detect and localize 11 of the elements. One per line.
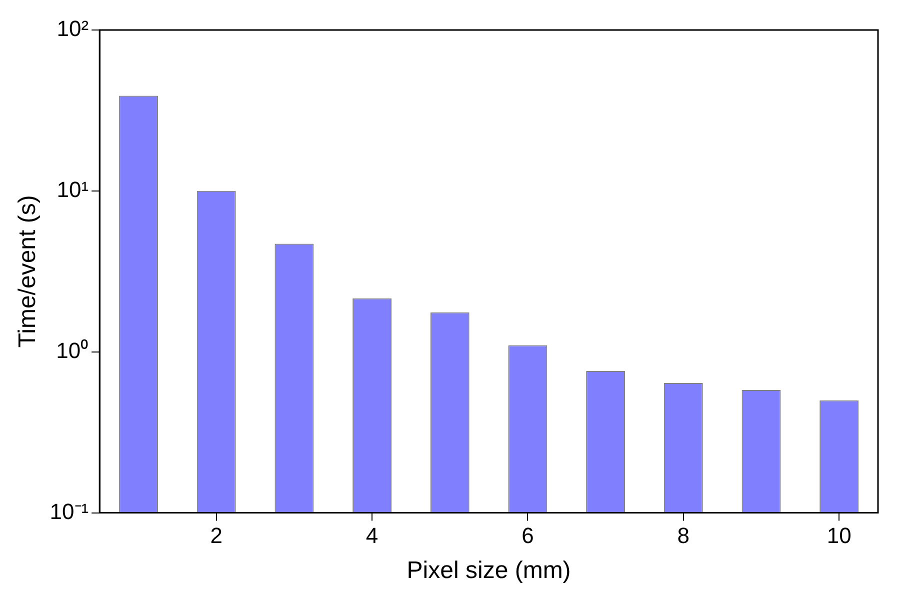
x-tick-label: 4 (366, 523, 378, 548)
x-tick-label: 10 (826, 523, 852, 548)
y-tick-label: 10⁰ (56, 338, 89, 363)
x-axis-title: Pixel size (mm) (406, 557, 571, 584)
x-tick-label: 8 (677, 523, 690, 548)
y-tick-label: 10⁻¹ (50, 498, 89, 524)
x-tick-label: 2 (210, 523, 222, 548)
y-tick-label: 10¹ (56, 176, 89, 202)
y-tick-label: 10² (56, 16, 89, 42)
y-axis-title: Time/event (s) (14, 195, 42, 348)
x-tick-label: 6 (522, 523, 534, 548)
